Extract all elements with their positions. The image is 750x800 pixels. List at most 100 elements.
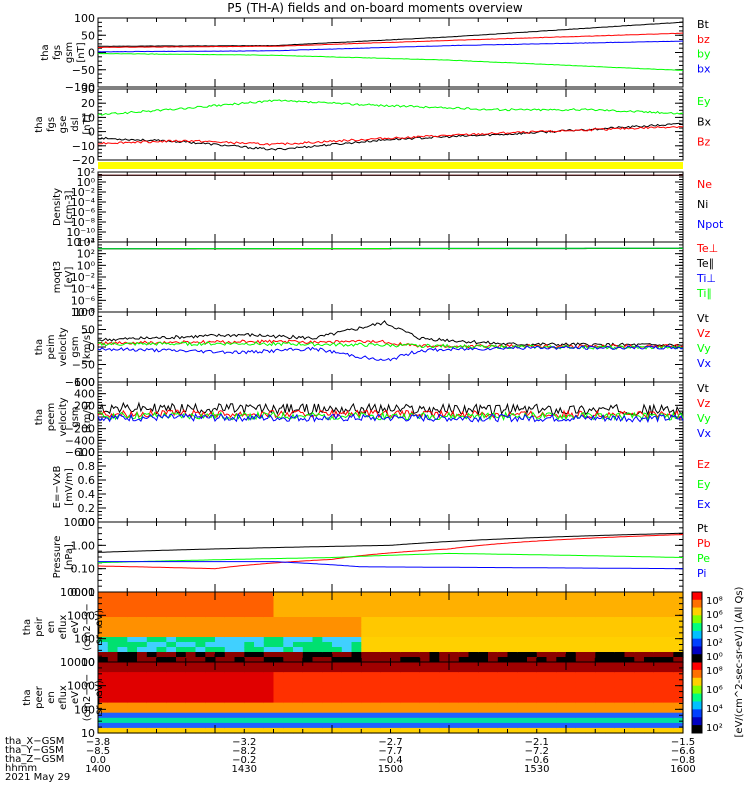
spectrogram-cell [371, 682, 382, 688]
spectrogram-cell [254, 622, 265, 628]
spectrogram-cell [644, 602, 655, 608]
spectrogram-cell [478, 702, 489, 709]
spectrogram-cell [449, 647, 460, 653]
spectrogram-cell [527, 607, 538, 613]
spectrogram-cell [556, 682, 567, 688]
spectrogram-cell [400, 702, 411, 709]
spectrogram-cell [410, 707, 421, 714]
spectrogram-cell [605, 617, 616, 623]
y-tick-label: 200 [74, 399, 95, 412]
spectrogram-cell [663, 727, 674, 734]
spectrogram-cell [439, 682, 450, 688]
spectrogram-cell [673, 692, 684, 699]
spectrogram-cell [478, 682, 489, 688]
spectrogram-cell [244, 727, 255, 734]
spectrogram-cell [166, 687, 177, 694]
spectrogram-cell [595, 647, 606, 653]
spectrogram-cell [566, 697, 577, 704]
spectrogram-cell [624, 667, 635, 673]
spectrogram-cell [98, 712, 109, 719]
spectrogram-cell [624, 717, 635, 724]
spectrogram-cell [536, 617, 548, 623]
spectrogram-cell [605, 677, 616, 683]
spectrogram-cell [117, 632, 128, 638]
spectrogram-cell [390, 712, 401, 719]
spectrogram-cell [166, 642, 177, 648]
spectrogram-cell [585, 647, 596, 653]
spectrogram-cell [98, 637, 109, 643]
spectrogram-cell [185, 717, 197, 724]
spectrogram-cell [400, 597, 411, 603]
spectrogram-cell [458, 707, 470, 714]
spectrogram-cell [624, 602, 635, 608]
spectrogram-cell [517, 702, 528, 709]
y-tick-label: 100 [74, 12, 95, 25]
spectrogram-cell [361, 717, 372, 724]
spectrogram-cell [127, 682, 138, 688]
y-axis-label: moqt3 [52, 261, 63, 294]
spectrogram-cell [400, 662, 411, 668]
spectrogram-cell [507, 717, 518, 724]
spectrogram-cell [127, 622, 138, 628]
spectrogram-cell [497, 637, 509, 643]
spectrogram-cell [176, 657, 187, 663]
spectrogram-cell [536, 707, 548, 714]
spectrogram-cell [137, 677, 148, 683]
spectrogram-cell [449, 607, 460, 613]
series-line [97, 320, 684, 348]
spectrogram-cell [614, 692, 626, 699]
spectrogram-cell [527, 692, 538, 699]
spectrogram-cell [595, 662, 606, 668]
y-axis-label: (cm2−s− [82, 603, 93, 650]
spectrogram-cell [439, 677, 450, 683]
spectrogram-cell [107, 667, 119, 673]
spectrogram-cell [224, 592, 236, 598]
spectrogram-cell [224, 712, 236, 719]
spectrogram-cell [546, 702, 557, 709]
spectrogram-cell [429, 727, 440, 734]
spectrogram-cell [332, 612, 343, 618]
spectrogram-cell [185, 602, 197, 608]
spectrogram-cell [468, 607, 479, 613]
spectrogram-cell [322, 697, 333, 704]
spectrogram-cell [254, 657, 265, 663]
spectrogram-cell [332, 617, 343, 623]
y-tick-label: 10² [77, 166, 95, 179]
y-tick-label: −200 [65, 423, 95, 436]
spectrogram-cell [458, 712, 470, 719]
spectrogram-cell [390, 627, 401, 633]
spectrogram-cell [439, 652, 450, 658]
spectrogram-cell [410, 637, 421, 643]
spectrogram-cell [263, 682, 275, 688]
spectrogram-cell [205, 727, 216, 734]
spectrogram-cell [605, 642, 616, 648]
y-tick-label: 1.00 [71, 539, 96, 552]
series-line [98, 561, 683, 570]
spectrogram-cell [468, 717, 479, 724]
spectrogram-cell [244, 687, 255, 694]
spectrogram-cell [644, 722, 655, 729]
spectrogram-cell [429, 667, 440, 673]
spectrogram-cell [497, 707, 509, 714]
spectrogram-cell [673, 617, 684, 623]
spectrogram-cell [410, 657, 421, 663]
spectrogram-cell [146, 727, 158, 734]
spectrogram-cell [234, 647, 245, 653]
y-tick-label: 10 [81, 111, 95, 124]
legend-label: Vt [697, 312, 710, 325]
spectrogram-cell [361, 642, 372, 648]
y-tick-label: 10² [77, 248, 95, 261]
spectrogram-cell [566, 637, 577, 643]
spectrogram-cell [478, 667, 489, 673]
spectrogram-cell [380, 712, 392, 719]
spectrogram-cell [595, 602, 606, 608]
spectrogram-cell [185, 677, 197, 683]
spectrogram-cell [195, 677, 206, 683]
legend-label: by [697, 48, 711, 61]
spectrogram-cell [127, 727, 138, 734]
spectrogram-cell [536, 677, 548, 683]
spectrogram-cell [653, 687, 665, 694]
spectrogram-cell [634, 622, 645, 628]
spectrogram-cell [566, 682, 577, 688]
xaxis-label-x: tha_X−GSM [5, 736, 65, 747]
